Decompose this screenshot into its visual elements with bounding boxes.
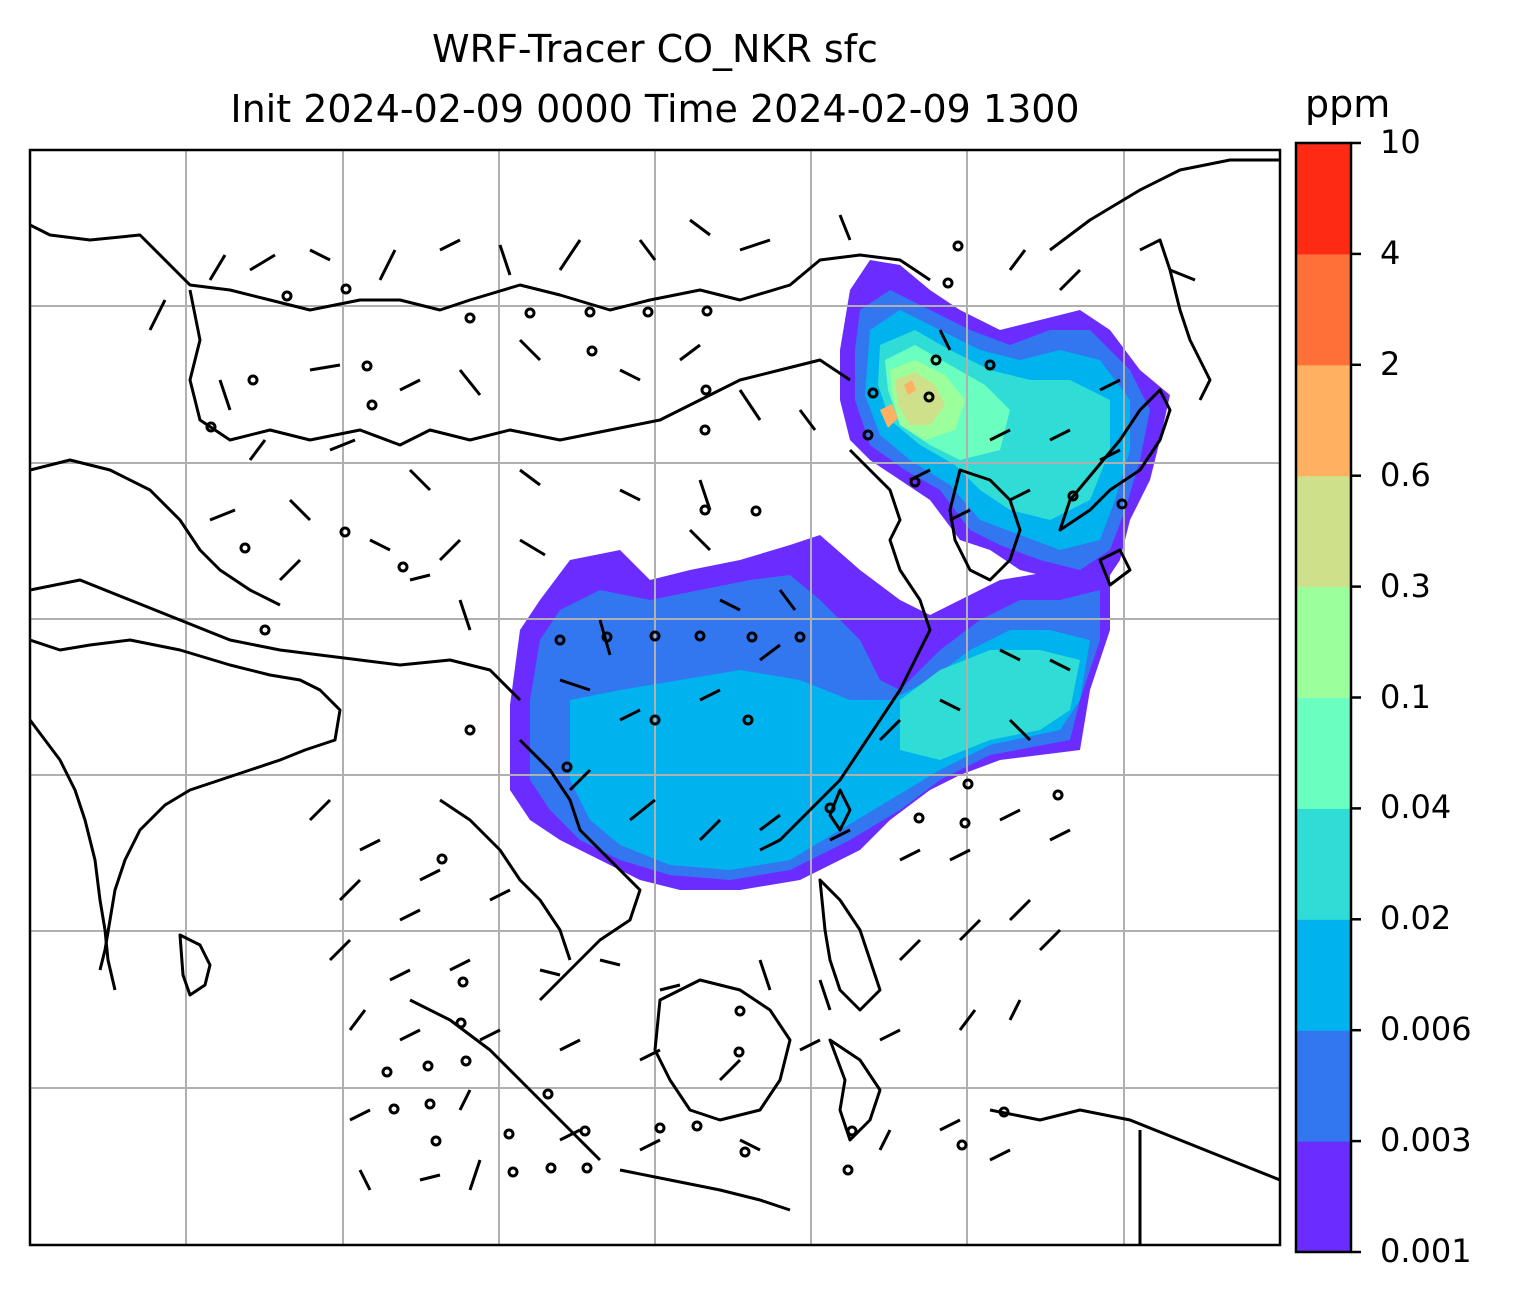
colorbar-frame xyxy=(1294,141,1353,1254)
colorbar-tick-label: 2 xyxy=(1380,344,1401,383)
colorbar-segment xyxy=(1296,253,1351,366)
tracer-field xyxy=(510,260,1170,890)
colorbar-tick-label: 0.3 xyxy=(1380,566,1431,605)
colorbar-tick-label: 0.02 xyxy=(1380,899,1452,938)
colorbar-segment xyxy=(1296,808,1351,920)
colorbar-tick-label: 0.1 xyxy=(1380,677,1431,716)
colorbar-unit-label: ppm xyxy=(1305,82,1391,126)
map-subtitle: Init 2024-02-09 0000 Time 2024-02-09 130… xyxy=(230,87,1080,131)
wind-barbs xyxy=(148,214,1196,1191)
colorbar-tick-label: 0.006 xyxy=(1380,1010,1472,1049)
colorbar-tick-label: 0.04 xyxy=(1380,788,1452,827)
colorbar-tick-label: 0.001 xyxy=(1380,1232,1472,1270)
map-title: WRF-Tracer CO_NKR sfc xyxy=(432,27,878,71)
colorbar-segment xyxy=(1296,364,1351,477)
colorbar-segment xyxy=(1296,697,1351,809)
colorbar-tick-label: 0.003 xyxy=(1380,1121,1472,1160)
colorbar-tick-label: 10 xyxy=(1380,123,1421,161)
colorbar-segment xyxy=(1296,919,1351,1031)
colorbar-segment xyxy=(1296,1141,1351,1253)
coastlines xyxy=(30,158,1280,1245)
colorbar-segment xyxy=(1296,586,1351,698)
colorbar-segment xyxy=(1296,475,1351,588)
colorbar-segment xyxy=(1296,1030,1351,1142)
colorbar-segment xyxy=(1296,143,1351,255)
map-frame xyxy=(28,148,1282,1247)
colorbar-tick-label: 0.6 xyxy=(1380,455,1431,494)
calm-wind-markers xyxy=(205,240,1128,1178)
map-gridlines xyxy=(30,150,1280,1245)
colorbar xyxy=(1296,141,1361,1254)
colorbar-tick-label: 4 xyxy=(1380,233,1401,272)
